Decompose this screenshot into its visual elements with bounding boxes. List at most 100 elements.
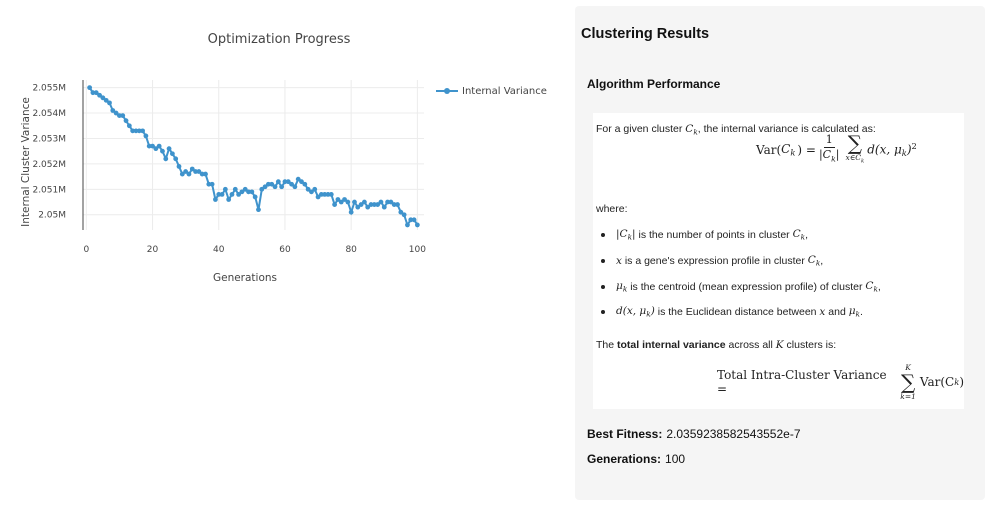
data-point[interactable] — [335, 197, 341, 202]
data-point[interactable] — [97, 92, 102, 98]
data-point[interactable] — [408, 217, 414, 223]
data-point[interactable] — [156, 143, 162, 149]
data-point[interactable] — [348, 209, 354, 215]
data-point[interactable] — [209, 181, 215, 187]
data-point[interactable] — [183, 169, 189, 174]
data-point[interactable] — [362, 199, 367, 205]
data-point[interactable] — [368, 202, 374, 207]
data-point[interactable] — [110, 108, 116, 113]
data-point[interactable] — [391, 202, 397, 207]
data-point[interactable] — [332, 202, 338, 207]
data-point[interactable] — [371, 202, 377, 207]
data-point[interactable] — [143, 133, 149, 139]
data-point[interactable] — [292, 184, 298, 190]
data-point[interactable] — [352, 199, 357, 205]
data-point[interactable] — [179, 171, 185, 177]
data-point[interactable] — [315, 194, 321, 200]
data-point[interactable] — [242, 186, 248, 192]
data-point[interactable] — [265, 181, 271, 187]
data-point[interactable] — [103, 97, 109, 103]
data-point[interactable] — [285, 179, 291, 185]
data-point[interactable] — [279, 184, 285, 190]
data-point[interactable] — [193, 169, 198, 174]
data-point[interactable] — [395, 202, 400, 207]
data-point[interactable] — [398, 209, 404, 215]
data-point[interactable] — [163, 156, 169, 162]
data-point[interactable] — [100, 95, 106, 101]
data-point[interactable] — [249, 189, 255, 195]
data-point[interactable] — [405, 222, 410, 228]
data-point[interactable] — [126, 123, 132, 129]
data-point[interactable] — [322, 192, 328, 197]
data-point[interactable] — [90, 90, 96, 96]
data-point[interactable] — [365, 204, 371, 210]
data-point[interactable] — [222, 186, 228, 192]
data-point[interactable] — [133, 128, 139, 134]
data-point[interactable] — [378, 199, 384, 205]
data-point[interactable] — [203, 171, 208, 177]
data-point[interactable] — [345, 199, 351, 205]
data-point[interactable] — [236, 192, 242, 197]
data-point[interactable] — [328, 192, 334, 197]
data-point[interactable] — [173, 156, 179, 162]
data-point[interactable] — [312, 186, 318, 192]
data-point[interactable] — [239, 189, 245, 195]
data-point[interactable] — [318, 192, 324, 197]
chart-legend[interactable]: Internal Variance — [436, 86, 547, 97]
data-point[interactable] — [342, 197, 347, 202]
data-point[interactable] — [272, 184, 278, 190]
data-point[interactable] — [256, 207, 261, 213]
data-point[interactable] — [358, 202, 364, 207]
data-point[interactable] — [282, 179, 288, 185]
data-point[interactable] — [160, 148, 165, 154]
data-point[interactable] — [252, 194, 258, 200]
data-point[interactable] — [186, 171, 192, 177]
data-point[interactable] — [411, 217, 417, 223]
data-point[interactable] — [117, 113, 122, 118]
data-point[interactable] — [176, 164, 182, 169]
data-point[interactable] — [146, 143, 152, 149]
data-point[interactable] — [414, 222, 420, 228]
data-point[interactable] — [169, 151, 175, 157]
data-point[interactable] — [325, 192, 331, 197]
data-point[interactable] — [150, 143, 155, 149]
data-point[interactable] — [93, 90, 99, 96]
data-point[interactable] — [259, 186, 265, 192]
data-point[interactable] — [107, 100, 112, 106]
data-point[interactable] — [305, 186, 311, 192]
data-point[interactable] — [87, 85, 93, 91]
data-point[interactable] — [309, 189, 314, 195]
data-point[interactable] — [229, 192, 235, 197]
data-point[interactable] — [140, 128, 145, 134]
data-point[interactable] — [206, 181, 212, 187]
data-point[interactable] — [232, 186, 238, 192]
data-point[interactable] — [216, 192, 222, 197]
data-point[interactable] — [275, 179, 281, 185]
data-point[interactable] — [226, 197, 232, 202]
data-point[interactable] — [269, 181, 275, 187]
data-point[interactable] — [136, 128, 142, 134]
data-point[interactable] — [262, 184, 268, 190]
data-point[interactable] — [295, 176, 301, 182]
data-point[interactable] — [120, 113, 126, 118]
data-point[interactable] — [388, 199, 394, 205]
data-point[interactable] — [166, 146, 172, 152]
data-point[interactable] — [299, 179, 304, 185]
data-point[interactable] — [355, 204, 361, 210]
data-point[interactable] — [381, 204, 387, 210]
data-point[interactable] — [153, 146, 159, 152]
data-point[interactable] — [219, 192, 225, 197]
data-point[interactable] — [375, 202, 381, 207]
data-point[interactable] — [385, 199, 390, 205]
legend-item-internal-variance[interactable]: Internal Variance — [462, 86, 547, 97]
data-point[interactable] — [196, 169, 202, 174]
data-point[interactable] — [401, 212, 407, 218]
data-point[interactable] — [113, 110, 119, 116]
data-point[interactable] — [213, 197, 218, 202]
data-point[interactable] — [199, 171, 205, 177]
data-point[interactable] — [338, 199, 344, 205]
data-point[interactable] — [289, 181, 294, 187]
data-point[interactable] — [246, 189, 251, 195]
data-point[interactable] — [130, 128, 136, 134]
data-point[interactable] — [123, 118, 129, 124]
